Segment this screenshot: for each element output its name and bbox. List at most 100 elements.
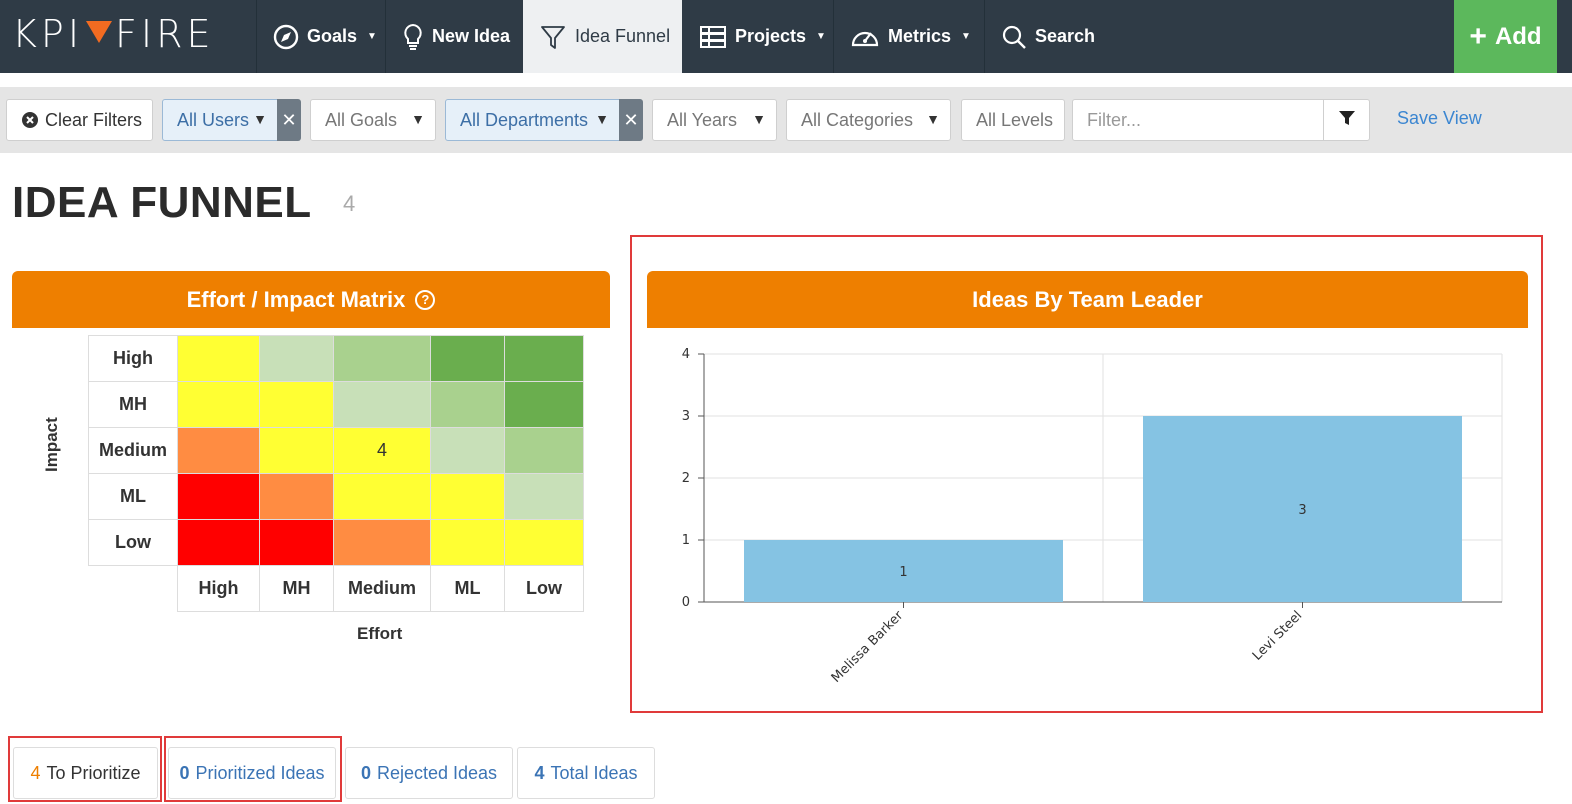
users-select[interactable]: All Users ▼ <box>162 99 278 141</box>
nav-search-label: Search <box>1035 26 1096 46</box>
nav-divider <box>984 0 985 73</box>
matrix-cell[interactable] <box>504 335 584 382</box>
y-tick-label: 0 <box>682 595 690 610</box>
funnel-icon <box>1338 109 1356 132</box>
departments-select[interactable]: All Departments ▼ <box>445 99 620 141</box>
tab-count: 0 <box>360 762 371 783</box>
tab-prioritized-ideas[interactable]: 0 Prioritized Ideas <box>168 747 336 799</box>
chart-title: Ideas By Team Leader <box>972 286 1203 312</box>
kpifire-logo[interactable]: KPI FIRE <box>12 12 215 56</box>
add-button-label: Add <box>1494 22 1542 50</box>
tab-to-prioritize[interactable]: 4 To Prioritize <box>13 747 158 799</box>
matrix-cell[interactable] <box>259 335 334 382</box>
effort-axis-label: Effort <box>357 624 403 643</box>
matrix-cell[interactable] <box>430 519 505 566</box>
matrix-col-label: ML <box>430 565 505 612</box>
matrix-col-label: Low <box>504 565 584 612</box>
matrix-row-label: Medium <box>88 427 178 474</box>
matrix-row: Low <box>88 519 584 566</box>
years-select[interactable]: All Years ▼ <box>652 99 777 141</box>
nav-idea-funnel[interactable]: Idea Funnel <box>523 0 682 73</box>
matrix-cell[interactable] <box>177 519 260 566</box>
matrix-cell[interactable] <box>333 519 431 566</box>
matrix-cell[interactable] <box>333 381 431 428</box>
matrix-cell[interactable] <box>504 473 584 520</box>
caret-down-icon: ▼ <box>961 31 971 42</box>
matrix-row: MH <box>88 381 584 428</box>
save-view-link[interactable]: Save View <box>1397 108 1482 128</box>
nav-search[interactable]: Search <box>985 0 1125 73</box>
tab-label: Rejected Ideas <box>376 762 498 783</box>
nav-goals[interactable]: Goals ▼ <box>257 0 385 73</box>
matrix-cell[interactable]: 4 <box>333 427 431 474</box>
tab-highlight-box <box>164 736 342 802</box>
matrix-row: Medium 4 <box>88 427 584 474</box>
nav-divider <box>833 0 834 73</box>
nav-projects-label: Projects <box>735 26 807 46</box>
filter-input[interactable]: Filter... <box>1072 99 1324 141</box>
x-tick-label: Melissa Barker <box>829 608 907 686</box>
help-icon[interactable]: ? <box>415 289 436 310</box>
matrix-cell[interactable] <box>504 381 584 428</box>
matrix-row-label: Low <box>88 519 178 566</box>
matrix-cell[interactable] <box>259 427 334 474</box>
clear-users-button[interactable]: ✕ <box>277 99 301 141</box>
goals-select[interactable]: All Goals ▼ <box>310 99 436 141</box>
matrix-cell[interactable] <box>430 473 505 520</box>
bar-data-label: 3 <box>1298 503 1306 518</box>
matrix-cell[interactable] <box>430 335 505 382</box>
matrix-cell[interactable] <box>177 381 260 428</box>
matrix-cell[interactable] <box>430 381 505 428</box>
matrix-row-label: MH <box>88 381 178 428</box>
clear-filters-label: Clear Filters <box>45 109 143 130</box>
add-button[interactable]: + Add <box>1454 0 1557 73</box>
matrix-cell[interactable] <box>259 519 334 566</box>
impact-axis-label: Impact <box>42 417 61 472</box>
nav-metrics-label: Metrics <box>888 26 952 46</box>
chevron-down-icon: ▼ <box>926 111 940 127</box>
clear-departments-button[interactable]: ✕ <box>619 99 643 141</box>
y-tick-label: 2 <box>682 471 690 486</box>
funnel-icon <box>539 23 567 51</box>
tab-label: Prioritized Ideas <box>195 762 325 783</box>
tab-label: To Prioritize <box>46 762 141 783</box>
matrix-cell[interactable] <box>259 381 334 428</box>
chevron-down-icon: ▼ <box>253 111 267 127</box>
idea-count: 4 <box>343 191 356 216</box>
matrix-cell[interactable] <box>177 335 260 382</box>
matrix-cell[interactable] <box>177 473 260 520</box>
tab-highlight-box <box>8 736 162 802</box>
categories-select[interactable]: All Categories ▼ <box>786 99 951 141</box>
nav-divider <box>385 0 386 73</box>
nav-metrics[interactable]: Metrics ▼ <box>834 0 984 73</box>
plus-icon: + <box>1469 19 1487 53</box>
matrix-cell[interactable] <box>504 427 584 474</box>
matrix-row: High <box>88 335 584 382</box>
chevron-down-icon: ▼ <box>411 111 425 127</box>
matrix-corner <box>88 565 178 612</box>
matrix-cell[interactable] <box>333 473 431 520</box>
matrix-cell[interactable] <box>259 473 334 520</box>
flame-icon <box>86 21 113 43</box>
compass-icon <box>273 24 299 50</box>
matrix-cell[interactable] <box>430 427 505 474</box>
bar-data-label: 1 <box>899 565 907 580</box>
matrix-cell[interactable] <box>177 427 260 474</box>
matrix-cell[interactable] <box>504 519 584 566</box>
matrix-row: ML <box>88 473 584 520</box>
nav-projects[interactable]: Projects ▼ <box>683 0 833 73</box>
nav-divider <box>256 0 257 73</box>
nav-new-idea[interactable]: New Idea <box>386 0 523 73</box>
y-tick-label: 4 <box>682 347 690 362</box>
bar <box>1143 416 1462 602</box>
categories-select-label: All Categories <box>801 109 914 130</box>
tab-total-ideas[interactable]: 4 Total Ideas <box>517 747 655 799</box>
effort-impact-matrix: High MH Medium 4 ML Low High MH Medium ML Low <box>88 335 584 612</box>
y-tick-label: 1 <box>682 533 690 548</box>
clear-filters-button[interactable]: Clear Filters <box>6 99 153 141</box>
levels-select[interactable]: All Levels <box>961 99 1065 141</box>
tab-rejected-ideas[interactable]: 0 Rejected Ideas <box>345 747 513 799</box>
caret-down-icon: ▼ <box>367 31 377 42</box>
apply-filter-button[interactable] <box>1323 99 1370 141</box>
matrix-cell[interactable] <box>333 335 431 382</box>
